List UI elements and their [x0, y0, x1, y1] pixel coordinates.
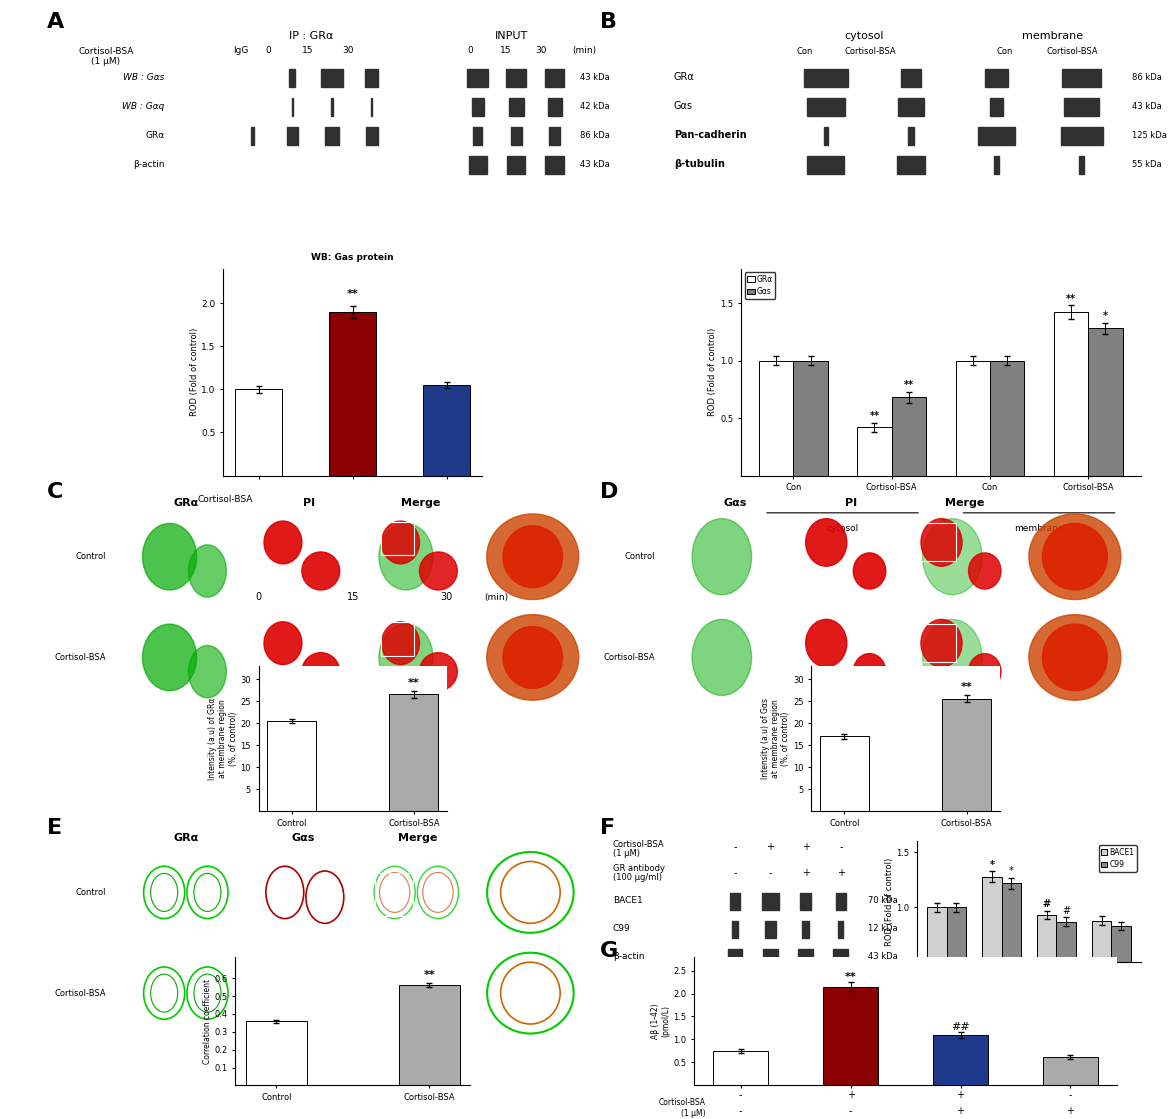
Text: 43 kDa: 43 kDa	[868, 952, 897, 961]
Bar	[468, 156, 487, 175]
Text: B: B	[600, 12, 616, 32]
Ellipse shape	[854, 553, 886, 589]
Text: β-tubulin: β-tubulin	[674, 160, 724, 169]
Text: 30: 30	[441, 592, 453, 602]
Text: +: +	[1108, 984, 1115, 994]
Bar	[763, 949, 777, 966]
Text: **: **	[961, 681, 973, 692]
Text: **: **	[844, 971, 856, 981]
Text: -: -	[840, 843, 842, 853]
Text: +: +	[1053, 984, 1061, 994]
Bar	[381, 622, 414, 656]
Text: -: -	[734, 843, 736, 853]
Text: Merge: Merge	[944, 498, 984, 508]
Text: (1 μM): (1 μM)	[613, 849, 640, 858]
Text: INPUT: INPUT	[495, 31, 528, 41]
Bar	[731, 921, 739, 938]
Text: 43 kDa: 43 kDa	[580, 160, 609, 169]
Text: 15: 15	[500, 46, 512, 55]
Bar	[375, 873, 413, 916]
Ellipse shape	[381, 622, 420, 665]
Bar	[472, 97, 485, 116]
Text: G: G	[600, 941, 619, 961]
Text: -: -	[1069, 1090, 1073, 1100]
Ellipse shape	[503, 526, 562, 587]
Ellipse shape	[420, 552, 457, 590]
Text: Control: Control	[624, 552, 655, 562]
Text: membrane: membrane	[1022, 31, 1083, 41]
Bar	[990, 360, 1024, 476]
Text: #: #	[1062, 906, 1070, 916]
Text: 42 kDa: 42 kDa	[580, 102, 609, 111]
Text: -: -	[849, 1106, 853, 1116]
Ellipse shape	[969, 553, 1001, 589]
Bar	[292, 97, 293, 116]
Text: C: C	[47, 482, 64, 502]
Bar	[289, 68, 295, 87]
Bar	[836, 893, 846, 910]
Bar	[1037, 915, 1056, 1017]
Bar	[729, 893, 741, 910]
Text: +: +	[802, 868, 809, 878]
Legend: BACE1, C99: BACE1, C99	[1098, 845, 1137, 872]
Text: Merge: Merge	[397, 834, 437, 844]
Text: #: #	[1043, 900, 1051, 910]
Bar	[713, 1051, 768, 1085]
Text: GR antibody
(100 μg/ml): GR antibody (100 μg/ml)	[880, 996, 928, 1016]
Text: Gαs: Gαs	[674, 102, 693, 111]
Text: **: **	[347, 290, 359, 300]
Text: -: -	[1000, 984, 1003, 994]
Y-axis label: Intensity (a.u) of GRα
at membrane region
(%, of control): Intensity (a.u) of GRα at membrane regio…	[208, 697, 238, 780]
Bar	[917, 524, 956, 562]
Text: cytosol: cytosol	[844, 31, 884, 41]
Y-axis label: Intensity (a.u) of Gαs
at membrane region
(%, of control): Intensity (a.u) of Gαs at membrane regio…	[761, 698, 790, 779]
Ellipse shape	[806, 620, 847, 667]
Text: **: **	[423, 970, 435, 980]
Text: 15: 15	[302, 46, 314, 55]
Text: Cortisol-BSA
(1 μM): Cortisol-BSA (1 μM)	[881, 977, 928, 996]
Bar	[990, 97, 1003, 116]
Text: Merge: Merge	[401, 498, 441, 508]
Y-axis label: Aβ (1-42)
(pmol/L): Aβ (1-42) (pmol/L)	[650, 1004, 670, 1038]
Text: 55 kDa: 55 kDa	[1132, 160, 1162, 169]
Bar	[507, 68, 526, 87]
Bar	[994, 156, 998, 175]
Bar	[933, 1035, 988, 1085]
Text: Cortisol-BSA: Cortisol-BSA	[844, 47, 896, 56]
Bar	[235, 389, 282, 476]
Text: Cortisol-BSA: Cortisol-BSA	[613, 840, 664, 849]
Bar	[381, 521, 414, 555]
Bar	[546, 68, 564, 87]
Bar	[509, 97, 523, 116]
Bar	[246, 1021, 307, 1085]
Bar	[287, 126, 298, 145]
Y-axis label: ROD (Fold of control): ROD (Fold of control)	[189, 328, 199, 416]
Bar	[473, 126, 482, 145]
Bar	[366, 126, 377, 145]
Text: WB : Gαs: WB : Gαs	[123, 73, 165, 82]
Ellipse shape	[1042, 624, 1108, 690]
Ellipse shape	[921, 620, 962, 667]
Bar	[548, 97, 562, 116]
Text: +: +	[802, 843, 809, 853]
Ellipse shape	[188, 545, 226, 598]
Text: 43 kDa: 43 kDa	[580, 73, 609, 82]
Text: Control: Control	[75, 552, 106, 562]
Text: Cortisol-BSA: Cortisol-BSA	[54, 652, 106, 662]
Bar	[325, 126, 340, 145]
Text: **: **	[1065, 294, 1076, 304]
Ellipse shape	[922, 518, 982, 595]
Ellipse shape	[263, 622, 302, 665]
Bar	[1043, 1057, 1098, 1085]
Bar	[766, 921, 776, 938]
Text: 125 kDa: 125 kDa	[1132, 131, 1168, 140]
Bar	[908, 126, 914, 145]
Ellipse shape	[691, 518, 751, 595]
Text: β-actin: β-actin	[613, 952, 644, 961]
Ellipse shape	[379, 624, 433, 690]
Text: 30: 30	[535, 46, 547, 55]
Ellipse shape	[302, 552, 340, 590]
Bar	[897, 156, 926, 175]
Text: Cortisol-BSA: Cortisol-BSA	[198, 496, 253, 505]
Text: A: A	[47, 12, 65, 32]
